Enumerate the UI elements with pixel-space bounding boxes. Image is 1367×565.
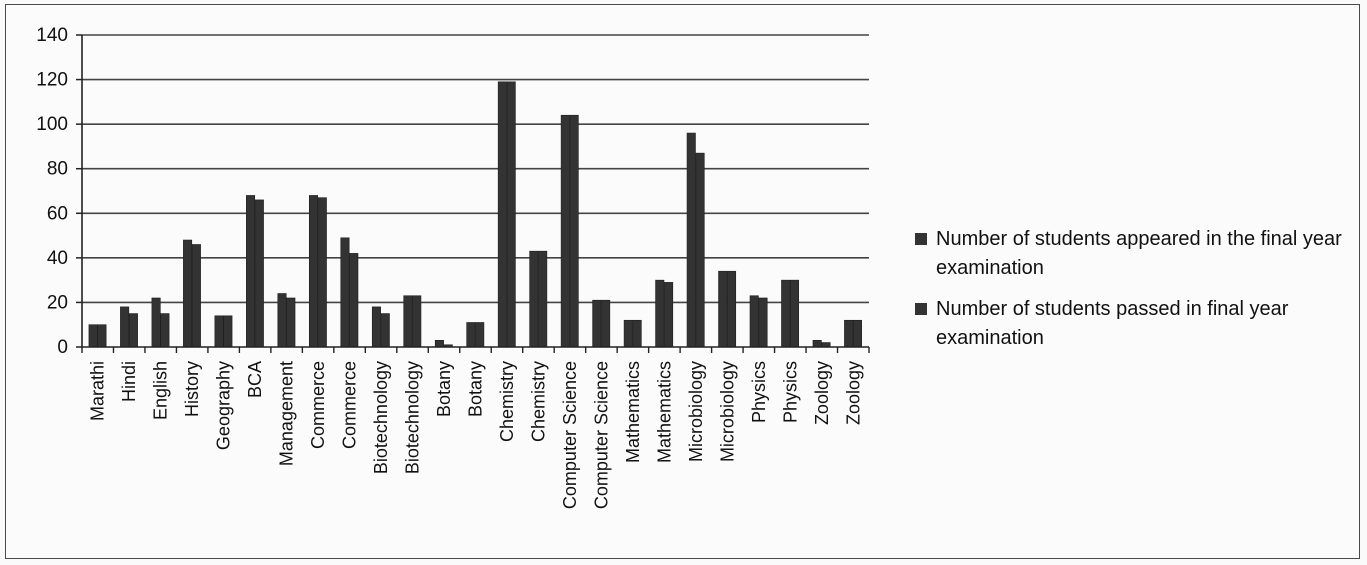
bar-chart: 0 20 40 60 80 100 120 140 Marathi Hindi English Hi…: [36, 25, 870, 509]
bar-appeared: [214, 315, 224, 348]
gridlines: [82, 34, 869, 304]
bar-appeared: [371, 306, 381, 348]
x-category-label: Computer Science: [591, 361, 611, 509]
bar-appeared: [183, 239, 193, 348]
x-category-label: BCA: [245, 361, 265, 398]
bar-passed: [506, 81, 516, 348]
bars: [88, 81, 862, 348]
legend-item-passed: Number of students passed in final year …: [911, 295, 1351, 353]
bar-passed: [380, 313, 390, 348]
y-tick-label: 0: [57, 337, 68, 358]
bar-passed: [695, 152, 705, 348]
x-category-labels: Marathi Hindi English History Geography BCA Ma…: [88, 361, 864, 509]
bar-passed: [632, 319, 642, 348]
y-tick-label: 20: [47, 292, 68, 313]
legend: Number of students appeared in the final…: [911, 225, 1351, 365]
legend-swatch-appeared: [915, 233, 927, 245]
x-category-label: Botany: [434, 361, 454, 417]
x-category-label: Zoology: [843, 361, 863, 425]
bar-passed: [349, 253, 359, 348]
bar-passed: [789, 279, 800, 348]
bar-passed: [758, 297, 768, 348]
x-category-label: Mathematics: [623, 361, 643, 463]
bar-passed: [317, 197, 327, 348]
x-category-label: Physics: [749, 361, 769, 423]
x-category-label: Commerce: [340, 361, 360, 449]
bar-passed: [412, 295, 422, 348]
bar-appeared: [151, 297, 161, 348]
x-category-label: Marathi: [88, 361, 108, 421]
x-category-label: History: [182, 361, 202, 417]
bar-appeared: [246, 195, 256, 348]
x-category-label: Mathematics: [654, 361, 674, 463]
y-tick-label: 40: [47, 248, 68, 269]
bar-passed: [664, 282, 674, 348]
bar-appeared: [560, 114, 570, 348]
bar-passed: [286, 297, 296, 348]
legend-label-passed: Number of students passed in final year …: [936, 298, 1289, 349]
chart-frame: 0 20 40 60 80 100 120 140 Marathi Hindi English Hi…: [5, 4, 1360, 559]
y-tick-labels: 0 20 40 60 80 100 120 140: [36, 25, 68, 358]
y-tick-label: 60: [47, 203, 68, 224]
x-category-label: Physics: [780, 361, 800, 423]
bar-appeared: [718, 270, 728, 348]
bar-appeared: [529, 250, 539, 348]
bar-passed: [601, 299, 611, 348]
bar-appeared: [749, 295, 759, 348]
y-tick-label: 80: [47, 159, 68, 180]
x-category-label: Geography: [214, 361, 234, 450]
bar-passed: [254, 199, 264, 348]
bar-appeared: [403, 295, 413, 348]
bar-passed: [160, 313, 170, 348]
bar-passed: [852, 319, 862, 348]
bar-passed: [538, 250, 548, 348]
bar-passed: [128, 313, 138, 348]
x-category-label: Microbiology: [717, 361, 737, 462]
y-tick-label: 100: [36, 114, 68, 135]
legend-item-appeared: Number of students appeared in the final…: [911, 225, 1351, 283]
axes: [76, 34, 870, 353]
bar-appeared: [466, 322, 476, 348]
x-category-label: Microbiology: [686, 361, 706, 462]
x-category-label: Management: [277, 361, 297, 466]
bar-appeared: [497, 81, 507, 348]
legend-swatch-passed: [915, 303, 927, 315]
x-category-label: Hindi: [119, 361, 139, 402]
bar-appeared: [844, 319, 854, 348]
bar-appeared: [277, 293, 287, 348]
bar-passed: [569, 114, 579, 348]
legend-label-appeared: Number of students appeared in the final…: [936, 228, 1342, 279]
bar-appeared: [781, 279, 791, 348]
bar-appeared: [812, 340, 822, 348]
bar-appeared: [120, 306, 130, 348]
bar-appeared: [655, 279, 665, 348]
bar-appeared: [623, 319, 633, 348]
bar-passed: [223, 315, 233, 348]
x-category-label: Commerce: [308, 361, 328, 449]
bar-appeared: [88, 324, 98, 348]
bar-appeared: [686, 132, 696, 348]
x-category-label: Computer Science: [560, 361, 580, 509]
y-tick-label: 140: [36, 25, 68, 46]
bar-passed: [191, 244, 201, 348]
x-category-label: Chemistry: [528, 361, 548, 442]
x-category-label: Chemistry: [497, 361, 517, 442]
x-category-label: Biotechnology: [371, 361, 391, 474]
x-category-label: Botany: [466, 361, 486, 417]
bar-passed: [475, 322, 485, 348]
bar-appeared: [340, 237, 350, 348]
bar-appeared: [592, 299, 602, 348]
bar-passed: [97, 324, 107, 348]
x-category-label: Biotechnology: [403, 361, 423, 474]
x-category-label: English: [151, 361, 171, 420]
x-category-label: Zoology: [812, 361, 832, 425]
bar-passed: [727, 270, 737, 348]
bar-appeared: [434, 340, 444, 348]
y-tick-label: 120: [36, 70, 68, 91]
bar-appeared: [308, 195, 319, 348]
